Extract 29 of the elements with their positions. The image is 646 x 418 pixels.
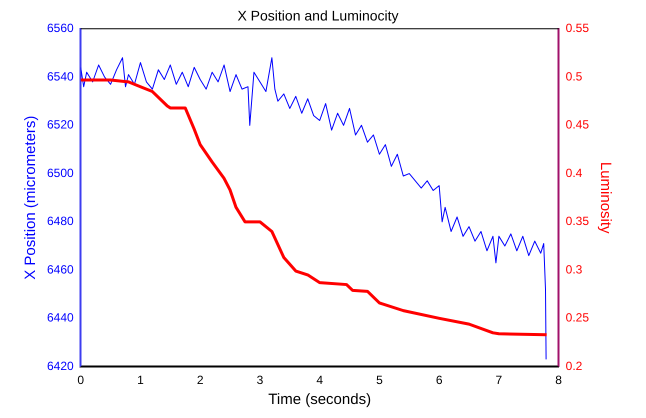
y-tick-label: 6420 <box>46 358 74 373</box>
x-tick-label: 0 <box>77 373 84 388</box>
x-tick-label: 7 <box>496 373 503 388</box>
y2-tick-label: 0.45 <box>566 118 590 132</box>
x-tick-label: 3 <box>256 373 264 388</box>
x-tick-label: 8 <box>555 373 562 388</box>
y2-tick-label: 0.4 <box>566 166 583 180</box>
x-tick-label: 4 <box>316 373 324 388</box>
y2-tick-label: 0.5 <box>566 69 583 84</box>
y-tick-label: 6540 <box>46 69 74 84</box>
x-tick-label: 2 <box>196 373 204 388</box>
y-tick-label: 6440 <box>46 310 74 325</box>
y-tick-label: 6520 <box>46 118 74 132</box>
y2-tick-label: 0.2 <box>566 358 583 373</box>
x-axis-title: Time (seconds) <box>268 391 372 408</box>
x-tick-label: 5 <box>376 373 384 388</box>
chart-title: X Position and Luminocity <box>237 7 399 24</box>
y2-tick-label: 0.35 <box>566 214 590 228</box>
y-axis-title: X Position (micrometers) <box>22 116 40 280</box>
x-tick-label: 6 <box>436 373 443 388</box>
y-tick-label: 6460 <box>46 262 74 276</box>
y2-axis-title: Luminosity <box>596 162 614 234</box>
y-tick-label: 6480 <box>46 214 74 228</box>
y2-tick-label: 0.3 <box>566 262 583 276</box>
x-tick-label: 1 <box>137 373 144 388</box>
y-tick-label: 6560 <box>46 21 74 36</box>
y-tick-label: 6500 <box>46 166 74 180</box>
y2-tick-label: 0.55 <box>566 21 590 36</box>
y2-tick-label: 0.25 <box>566 310 590 325</box>
